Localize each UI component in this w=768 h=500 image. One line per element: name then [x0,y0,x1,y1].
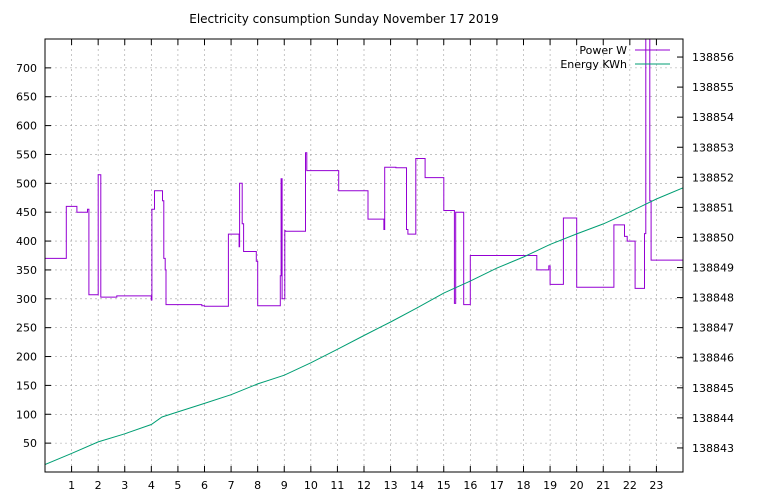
y-tick-label: 700 [16,62,37,75]
x-tick-label: 19 [543,479,557,492]
x-tick-label: 10 [304,479,318,492]
x-tick-label: 12 [357,479,371,492]
y-tick-label: 250 [16,322,37,335]
x-tick-label: 15 [437,479,451,492]
x-tick-label: 4 [148,479,155,492]
grid-lines [45,39,683,472]
series-line-power [45,39,683,307]
y2-tick-label: 138852 [692,171,734,184]
y2-tick-label: 138843 [692,442,734,455]
legend: Power W Energy KWh [560,44,670,71]
x-tick-label: 1 [68,479,75,492]
x-tick-label: 7 [228,479,235,492]
x-tick-label: 16 [463,479,477,492]
y2-tick-label: 138855 [692,81,734,94]
x-tick-label: 3 [121,479,128,492]
legend-label-power: Power W [579,44,627,57]
x-tick-label: 2 [95,479,102,492]
plot-frame [44,38,684,473]
y2-tick-label: 138847 [692,322,734,335]
axis-ticks [45,39,683,472]
y2-tick-label: 138850 [692,231,734,244]
y2-tick-labels: 138843 138844 138845 138846 138847 138848 1388… [692,51,734,455]
y-tick-label: 350 [16,264,37,277]
y-tick-label: 500 [16,177,37,190]
x-tick-label: 5 [174,479,181,492]
x-tick-labels: 1 2 3 4 5 6 7 8 9 10 11 12 13 14 15 16 17 18 19 20 21 22 23 [68,479,663,492]
x-tick-label: 9 [281,479,288,492]
x-tick-label: 8 [254,479,261,492]
x-tick-label: 20 [570,479,584,492]
x-tick-label: 11 [330,479,344,492]
y-tick-label: 450 [16,206,37,219]
y-tick-label: 100 [16,408,37,421]
x-tick-label: 23 [649,479,663,492]
y-tick-label: 50 [23,437,37,450]
y-tick-label: 650 [16,91,37,104]
y-tick-label: 200 [16,351,37,364]
y2-tick-label: 138845 [692,382,734,395]
y2-tick-label: 138846 [692,352,734,365]
y2-tick-label: 138853 [692,141,734,154]
x-tick-label: 14 [410,479,424,492]
y2-tick-label: 138849 [692,262,734,275]
x-tick-label: 18 [517,479,531,492]
legend-label-energy: Energy KWh [560,58,627,71]
chart-title: Electricity consumption Sunday November … [189,12,499,26]
y-tick-labels: 50 100 150 200 250 300 350 400 450 500 550 600 650 70… [16,62,37,450]
y-tick-label: 600 [16,120,37,133]
y-tick-label: 300 [16,293,37,306]
x-tick-label: 6 [201,479,208,492]
y-tick-label: 550 [16,148,37,161]
y2-tick-label: 138854 [692,111,734,124]
x-tick-label: 17 [490,479,504,492]
series-lines [45,39,683,465]
x-tick-label: 22 [623,479,637,492]
y2-tick-label: 138848 [692,292,734,305]
y2-tick-label: 138844 [692,412,734,425]
y-tick-label: 150 [16,379,37,392]
y2-tick-label: 138851 [692,201,734,214]
x-tick-label: 21 [596,479,610,492]
series-line-energy [45,187,683,465]
x-tick-label: 13 [384,479,398,492]
y-tick-label: 400 [16,235,37,248]
y2-tick-label: 138856 [692,51,734,64]
